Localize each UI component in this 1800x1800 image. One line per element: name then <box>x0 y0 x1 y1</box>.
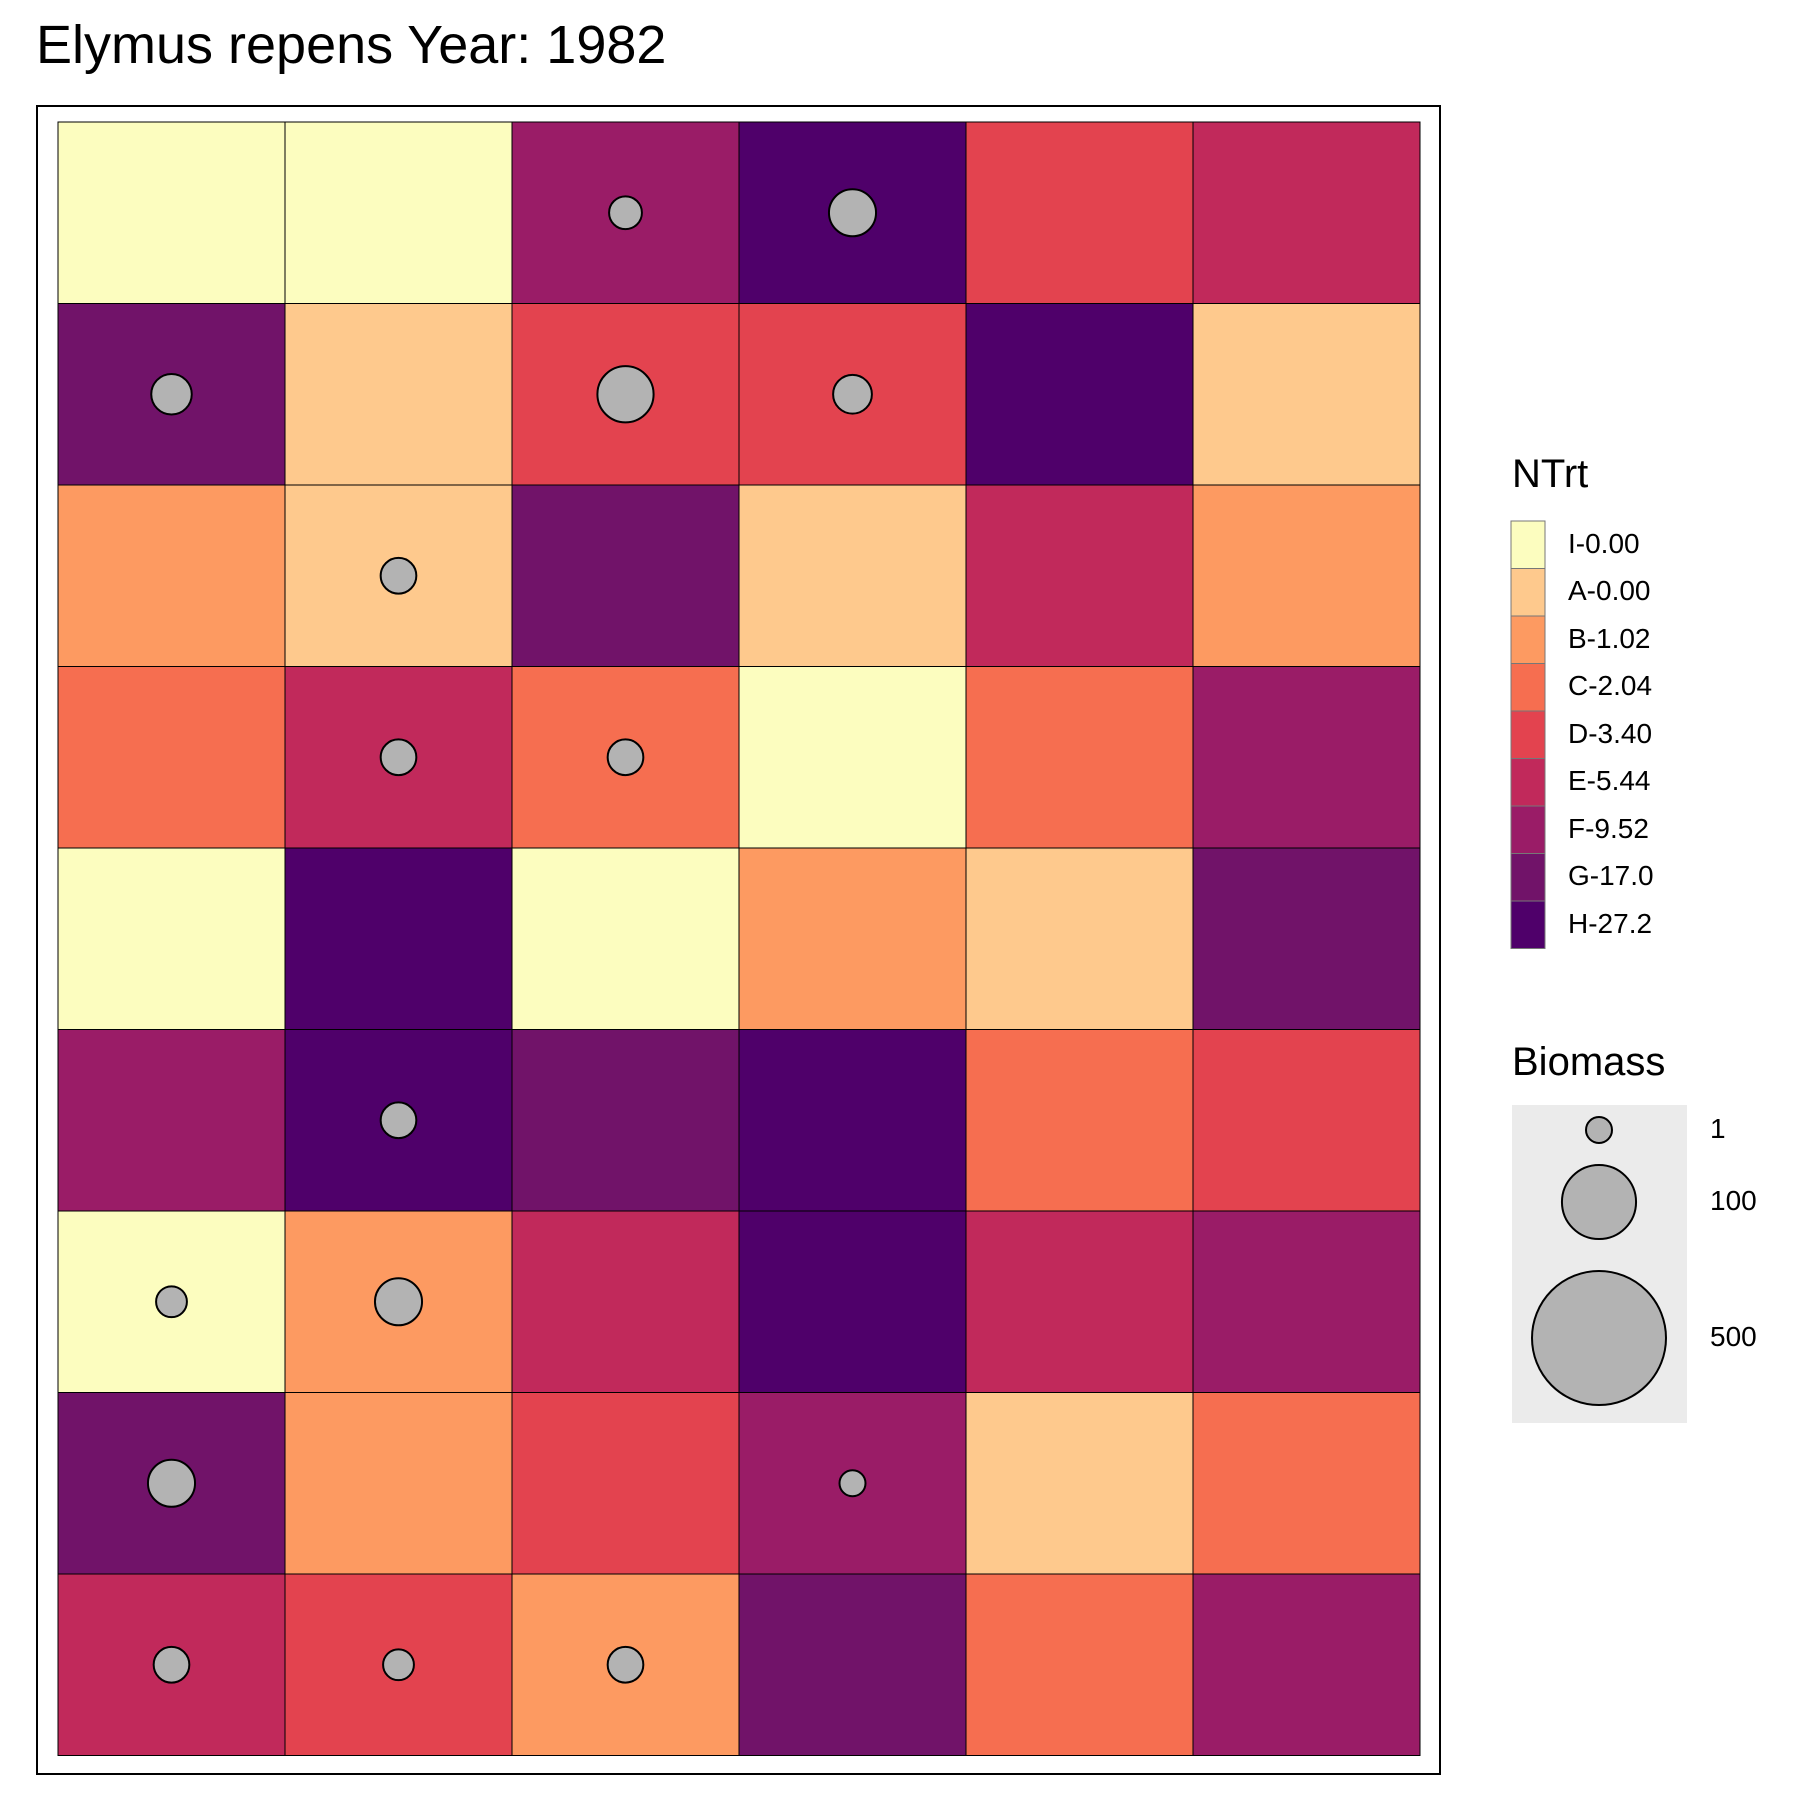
size-legend-key <box>1562 1165 1636 1239</box>
heatmap-cell <box>512 1211 739 1393</box>
fill-legend-label: H-27.2 <box>1568 908 1652 940</box>
size-legend-label: 500 <box>1710 1321 1757 1353</box>
heatmap-cell <box>1193 848 1420 1030</box>
heatmap-cell <box>966 1211 1193 1393</box>
heatmap-cell <box>1193 1211 1420 1393</box>
fill-legend <box>1510 520 1550 950</box>
biomass-point <box>151 374 192 415</box>
fill-legend-key <box>1511 616 1545 664</box>
size-legend-label: 1 <box>1710 1113 1726 1145</box>
fill-legend-label: G-17.0 <box>1568 860 1654 892</box>
heatmap-cell <box>966 667 1193 849</box>
heatmap-cell <box>739 667 966 849</box>
heatmap-cell <box>58 122 285 304</box>
fill-legend-label: A-0.00 <box>1568 575 1651 607</box>
size-legend <box>1512 1105 1687 1425</box>
heatmap-cell <box>739 1211 966 1393</box>
heatmap-cell <box>966 122 1193 304</box>
biomass-point <box>608 739 644 775</box>
heatmap-cell <box>58 1030 285 1212</box>
fill-legend-label: B-1.02 <box>1568 623 1651 655</box>
biomass-point <box>156 1286 187 1317</box>
fill-legend-label: I-0.00 <box>1568 528 1640 560</box>
fill-legend-label: C-2.04 <box>1568 670 1652 702</box>
heatmap-cell <box>1193 304 1420 486</box>
biomass-point <box>381 739 417 775</box>
heatmap-cell <box>58 485 285 667</box>
heatmap-cell <box>1193 667 1420 849</box>
plot-panel <box>36 105 1441 1775</box>
fill-legend-label: E-5.44 <box>1568 765 1651 797</box>
fill-legend-label: F-9.52 <box>1568 813 1649 845</box>
fill-legend-key <box>1511 806 1545 854</box>
heatmap-cell <box>966 304 1193 486</box>
heatmap-cell <box>58 848 285 1030</box>
heatmap-cell <box>285 1393 512 1575</box>
heatmap-cell <box>1193 1393 1420 1575</box>
biomass-point <box>381 558 417 594</box>
fill-legend-key <box>1511 901 1545 949</box>
biomass-point <box>833 375 872 414</box>
heatmap-cell <box>966 1393 1193 1575</box>
heatmap-cell <box>739 485 966 667</box>
biomass-point <box>148 1460 195 1507</box>
heatmap-cell <box>1193 1574 1420 1756</box>
size-legend-title: Biomass <box>1512 1040 1665 1085</box>
heatmap-cell <box>512 1030 739 1212</box>
heatmap-cell <box>1193 122 1420 304</box>
heatmap-cell <box>1193 485 1420 667</box>
fill-legend-key <box>1511 569 1545 617</box>
heatmap-cell <box>58 667 285 849</box>
biomass-point <box>609 196 642 229</box>
size-legend-key <box>1532 1271 1666 1405</box>
heatmap-cell <box>512 1393 739 1575</box>
heatmap-cell <box>285 848 512 1030</box>
fill-legend-key <box>1511 521 1545 569</box>
biomass-point <box>381 1102 417 1138</box>
size-legend-key <box>1586 1117 1612 1143</box>
heatmap-cell <box>739 1574 966 1756</box>
fill-legend-key <box>1511 759 1545 807</box>
heatmap-cell <box>739 848 966 1030</box>
heatmap-cell <box>512 485 739 667</box>
fill-legend-key <box>1511 854 1545 902</box>
biomass-point <box>597 366 653 422</box>
fill-legend-title: NTrt <box>1512 452 1588 497</box>
fill-legend-key <box>1511 664 1545 712</box>
heatmap-cell <box>966 485 1193 667</box>
heatmap-cell <box>512 848 739 1030</box>
fill-legend-label: D-3.40 <box>1568 718 1652 750</box>
fill-legend-key <box>1511 711 1545 759</box>
heatmap-cell <box>739 1030 966 1212</box>
heatmap-cell <box>1193 1030 1420 1212</box>
size-legend-label: 100 <box>1710 1185 1757 1217</box>
biomass-point <box>829 189 876 236</box>
biomass-point <box>840 1470 866 1496</box>
heatmap-cell <box>966 1030 1193 1212</box>
biomass-point <box>375 1278 422 1325</box>
biomass-point <box>608 1647 644 1683</box>
heatmap-cell <box>285 122 512 304</box>
heatmap-cell <box>966 1574 1193 1756</box>
biomass-point <box>383 1649 414 1680</box>
heatmap-plot <box>38 107 1439 1773</box>
chart-title: Elymus repens Year: 1982 <box>36 14 666 76</box>
biomass-point <box>154 1647 190 1683</box>
heatmap-cell <box>966 848 1193 1030</box>
heatmap-cell <box>285 304 512 486</box>
